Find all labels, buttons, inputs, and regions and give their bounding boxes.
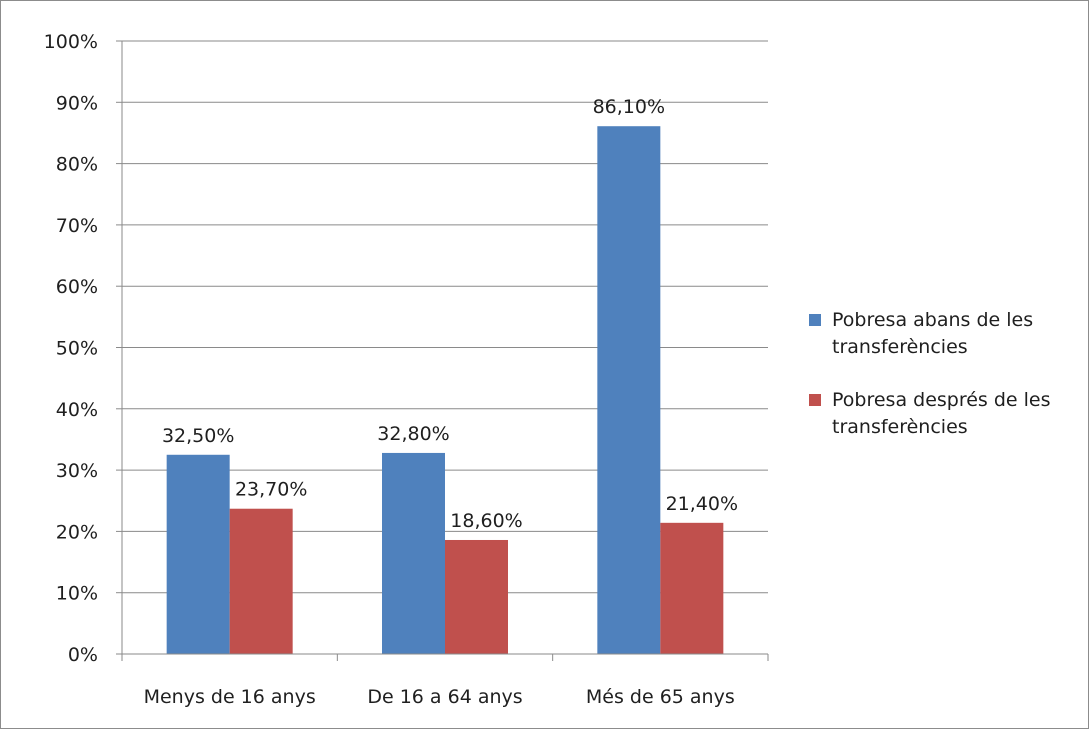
bars (166, 126, 724, 654)
bar-s0-c2 (597, 126, 661, 654)
y-tick-label-40: 40% (56, 399, 98, 421)
y-tick-label-80: 80% (56, 154, 98, 176)
bar-s0-c1 (382, 452, 445, 654)
x-tick-label-2: Més de 65 anys (586, 686, 735, 708)
legend-label-after: Pobresa després de les transferències (832, 389, 1051, 438)
data-label-s0-c1: 32,80% (377, 423, 449, 445)
legend-swatch-before (809, 314, 821, 326)
data-label-s0-c0: 32,50% (162, 425, 234, 447)
y-tick-label-60: 60% (56, 276, 98, 298)
x-tick-label-1: De 16 a 64 anys (367, 686, 522, 708)
y-tick-label-0: 0% (68, 644, 98, 666)
legend-swatch-after (809, 394, 821, 406)
legend-item-before: Pobresa abans de les transferències (809, 307, 1089, 361)
y-axis-tick-labels: 0% 10% 20% 30% 40% 50% 60% 70% 80% 90% 100% (44, 31, 98, 666)
data-label-s0-c2: 86,10% (593, 96, 665, 118)
data-labels: 32,50% 32,80% 86,10% 23,70% 18,60% 21,40% (162, 96, 738, 532)
data-label-s1-c1: 18,60% (450, 510, 522, 532)
y-tick-label-10: 10% (56, 583, 98, 605)
x-axis: Menys de 16 anys De 16 a 64 anys Més de 65… (121, 41, 769, 708)
legend: Pobresa abans de les transferències Pobr… (809, 307, 1089, 467)
data-label-s1-c2: 21,40% (666, 493, 738, 515)
y-tick-label-50: 50% (56, 338, 98, 360)
y-tick-label-90: 90% (56, 92, 98, 114)
bar-s1-c1 (445, 539, 508, 654)
y-tick-label-20: 20% (56, 521, 98, 543)
bar-s0-c0 (166, 454, 230, 654)
legend-label-before: Pobresa abans de les transferències (832, 309, 1034, 358)
bar-s1-c2 (660, 522, 724, 654)
bar-s1-c0 (229, 508, 293, 654)
legend-item-after: Pobresa després de les transferències (809, 387, 1089, 441)
y-tick-label-30: 30% (56, 460, 98, 482)
y-tick-label-70: 70% (56, 215, 98, 237)
x-tick-label-0: Menys de 16 anys (144, 686, 316, 708)
y-tick-label-100: 100% (44, 31, 98, 53)
data-label-s1-c0: 23,70% (235, 479, 307, 501)
